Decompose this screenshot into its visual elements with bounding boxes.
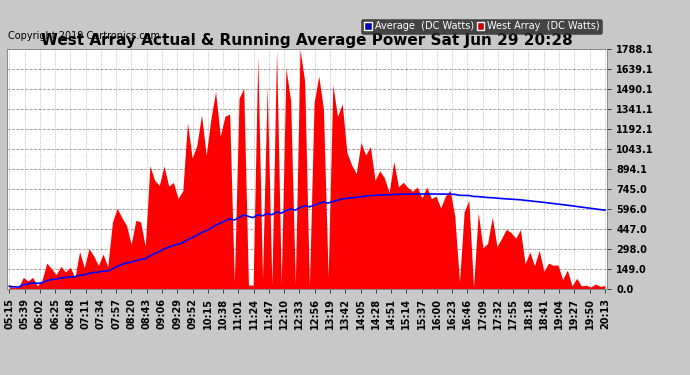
Title: West Array Actual & Running Average Power Sat Jun 29 20:28: West Array Actual & Running Average Powe…: [41, 33, 573, 48]
Text: Copyright 2019 Cartronics.com: Copyright 2019 Cartronics.com: [8, 32, 160, 41]
Legend: Average  (DC Watts), West Array  (DC Watts): Average (DC Watts), West Array (DC Watts…: [362, 19, 602, 34]
